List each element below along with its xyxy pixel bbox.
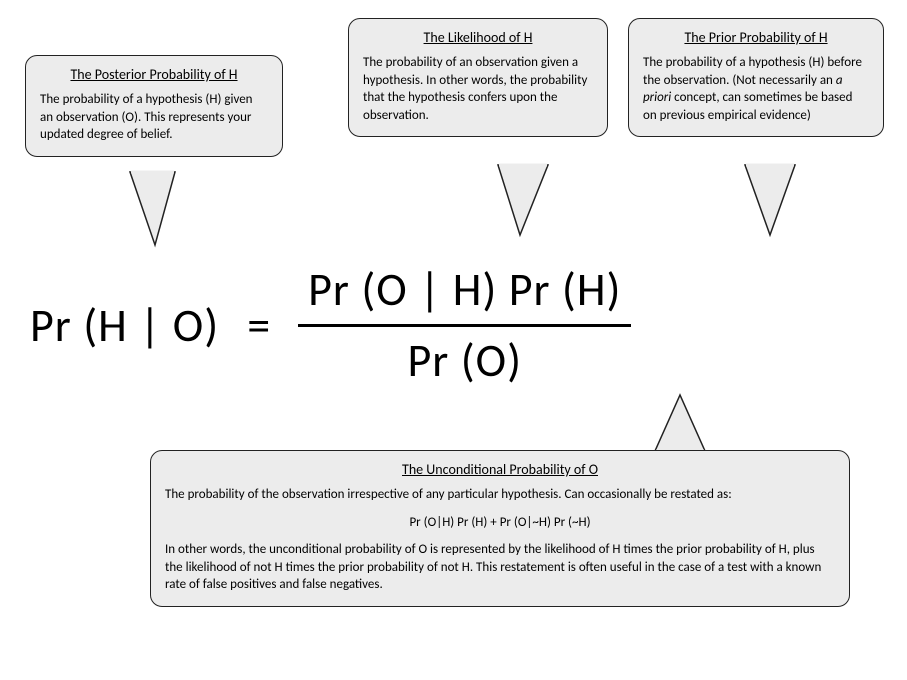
callout-likelihood-body: The probability of an observation given … (363, 54, 593, 124)
callout-posterior-title: The Posterior Probability of H (40, 66, 268, 83)
equation-denominator: Pr (O) (398, 331, 533, 391)
callout-unconditional: The Unconditional Probability of O The p… (150, 450, 850, 607)
callout-prior: The Prior Probability of H The probabili… (628, 18, 884, 137)
equation-numerator: Pr (O | H) Pr (H) (298, 260, 631, 320)
equation-lhs: Pr (H | O) (30, 298, 219, 354)
equation-fraction: Pr (O | H) Pr (H) Pr (O) (298, 260, 631, 391)
equation-bar (298, 324, 631, 327)
callout-unconditional-formula: Pr (O|H) Pr (H) + Pr (O|~H) Pr (~H) (165, 514, 835, 532)
callout-likelihood: The Likelihood of H The probability of a… (348, 18, 608, 137)
callout-likelihood-title: The Likelihood of H (363, 29, 593, 46)
callout-unconditional-body2: In other words, the unconditional probab… (165, 541, 835, 594)
callout-prior-body: The probability of a hypothesis (H) befo… (643, 54, 869, 124)
equation-equals: = (247, 298, 270, 354)
callout-prior-title: The Prior Probability of H (643, 29, 869, 46)
bayes-equation: Pr (H | O) = Pr (O | H) Pr (H) Pr (O) (30, 260, 880, 391)
callout-posterior: The Posterior Probability of H The proba… (25, 55, 283, 157)
callout-unconditional-title: The Unconditional Probability of O (165, 461, 835, 478)
callout-posterior-body: The probability of a hypothesis (H) give… (40, 91, 268, 144)
callout-unconditional-body1: The probability of the observation irres… (165, 486, 835, 504)
